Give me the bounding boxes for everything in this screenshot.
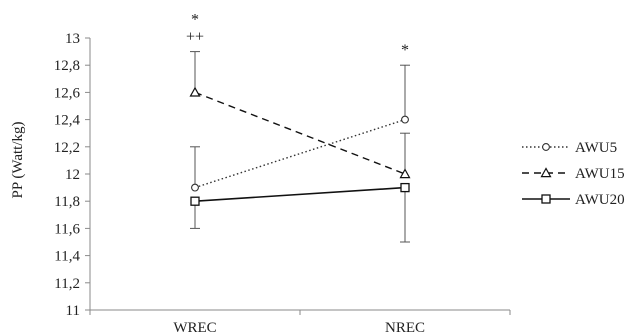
series-awu20 [190, 182, 410, 243]
legend-label-awu15: AWU15 [575, 166, 625, 182]
marker-awu20-nrec [400, 182, 410, 193]
y-tick-label: 11,8 [54, 194, 80, 210]
y-tick-label: 11,2 [54, 276, 80, 292]
line-awu15 [194, 91, 406, 175]
y-tick-label: 11,4 [54, 249, 80, 265]
y-tick-label: 13 [65, 31, 80, 47]
legend-marker-awu15 [540, 167, 552, 178]
legend-item-awu20: AWU20 [522, 192, 625, 208]
axes: 11 11,2 11,4 11,6 11,8 12 12,2 12,4 12,6 12,8 13 WR… [54, 31, 511, 336]
legend-marker-awu20 [541, 194, 551, 204]
significance-annotation: ++ [186, 29, 204, 46]
legend-marker-awu5 [542, 143, 550, 151]
line-awu20 [194, 186, 406, 202]
y-tick-label: 12,4 [54, 113, 81, 129]
legend-label-awu20: AWU20 [575, 192, 625, 208]
y-tick-label: 12,8 [54, 58, 80, 74]
y-tick-label: 11,6 [54, 221, 80, 237]
marker-awu5-nrec [401, 115, 409, 124]
legend-label-awu5: AWU5 [575, 140, 617, 156]
series-layer [189, 51, 411, 243]
annotations: *++* [186, 12, 409, 60]
legend-item-awu15: AWU15 [522, 166, 625, 182]
marker-awu5-wrec [191, 183, 199, 192]
y-axis-title-group: PP (Watt/kg) [10, 122, 26, 199]
y-tick-label: 12,6 [54, 85, 81, 101]
marker-awu15-nrec [399, 168, 411, 179]
line-awu5 [194, 118, 406, 189]
significance-annotation: * [191, 12, 199, 29]
y-tick-label: 11 [66, 303, 80, 319]
legend-item-awu5: AWU5 [522, 140, 617, 156]
marker-awu20-wrec [190, 196, 200, 206]
series-awu5 [190, 64, 410, 192]
y-axis-title: PP (Watt/kg) [10, 122, 26, 199]
y-tick-label: 12 [65, 167, 80, 183]
series-awu15 [189, 51, 411, 179]
marker-awu15-wrec [189, 86, 201, 97]
significance-annotation: * [401, 42, 409, 59]
x-tick-label-wrec: WREC [173, 320, 216, 336]
legend: AWU5 AWU15 AWU20 [522, 140, 625, 208]
y-tick-label: 12,2 [54, 140, 80, 156]
x-tick-label-nrec: NREC [385, 320, 425, 336]
